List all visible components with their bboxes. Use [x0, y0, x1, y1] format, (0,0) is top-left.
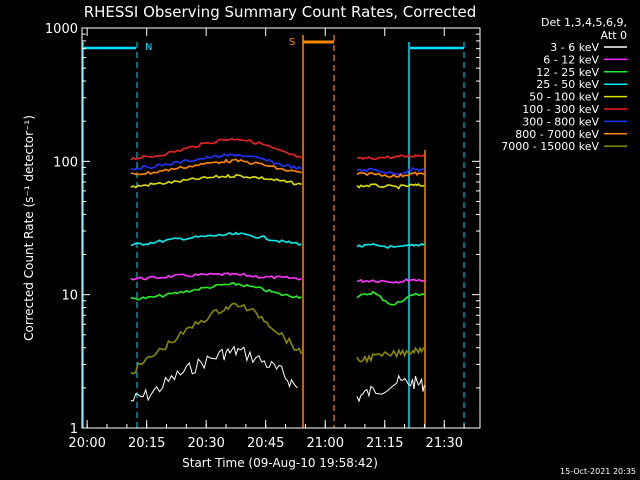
legend-label-7: 300 - 800 keV [522, 115, 599, 128]
series-line-9-seg-1 [130, 302, 303, 375]
x-tick-label-20:45: 20:45 [247, 436, 284, 451]
series-line-3-seg-2 [356, 290, 425, 306]
series-line-7-seg-1 [130, 153, 302, 171]
series-line-6-seg-2 [356, 154, 425, 161]
x-tick-label-21:15: 21:15 [366, 436, 403, 451]
chart-title: RHESSI Observing Summary Count Rates, Co… [84, 3, 477, 21]
legend-label-5: 50 - 100 keV [529, 91, 599, 104]
y-tick-label-100: 100 [53, 155, 78, 170]
flag-s-label: S [289, 37, 295, 48]
legend-label-4: 25 - 50 keV [536, 78, 599, 91]
x-tick-label-21:00: 21:00 [307, 436, 344, 451]
legend-label-2: 6 - 12 keV [543, 53, 599, 66]
x-axis-label: Start Time (09-Aug-10 19:58:42) [182, 456, 378, 470]
plot-frame [81, 27, 481, 429]
series-line-9-seg-2 [356, 346, 425, 364]
legend-header-attenuator: Att 0 [601, 29, 627, 42]
series-line-8-seg-2 [356, 171, 425, 178]
legend-label-1: 3 - 6 keV [550, 41, 599, 54]
series-line-6-seg-1 [130, 137, 302, 161]
flag-n-label: N [145, 42, 152, 53]
series-line-1-seg-2 [356, 374, 425, 403]
legend-label-3: 12 - 25 keV [536, 66, 599, 79]
y-axis-label: Corrected Count Rate (s⁻¹ detector⁻¹) [22, 115, 36, 341]
series-line-8-seg-1 [130, 158, 302, 176]
legend-label-6: 100 - 300 keV [522, 103, 599, 116]
x-tick-label-20:15: 20:15 [128, 436, 165, 451]
legend-label-9: 7000 - 15000 keV [501, 140, 599, 153]
y-tick-label-1000: 1000 [45, 22, 78, 37]
series-line-3-seg-1 [130, 282, 302, 301]
series-line-2-seg-1 [130, 272, 302, 281]
timestamp: 15-Oct-2021 20:35 [560, 467, 636, 476]
series-line-7-seg-2 [356, 166, 425, 176]
series-line-4-seg-2 [356, 242, 425, 250]
series-line-4-seg-1 [130, 231, 302, 247]
y-tick-label-10: 10 [61, 289, 78, 304]
x-tick-label-21:30: 21:30 [426, 436, 463, 451]
series-line-2-seg-2 [356, 278, 425, 284]
series-line-1-seg-1 [130, 345, 298, 402]
x-tick-label-20:30: 20:30 [187, 436, 224, 451]
axes: 20:00 20:15 20:30 20:45 21:00 21:15 21:30 1 10 10… [45, 22, 481, 451]
series-line-5-seg-1 [130, 173, 302, 189]
legend-label-8: 800 - 7000 keV [515, 128, 599, 141]
y-tick-label-1: 1 [70, 422, 78, 437]
x-tick-label-20:00: 20:00 [68, 436, 105, 451]
legend-header-detectors: Det 1,3,4,5,6,9, [541, 16, 627, 29]
series-line-5-seg-2 [356, 182, 425, 190]
